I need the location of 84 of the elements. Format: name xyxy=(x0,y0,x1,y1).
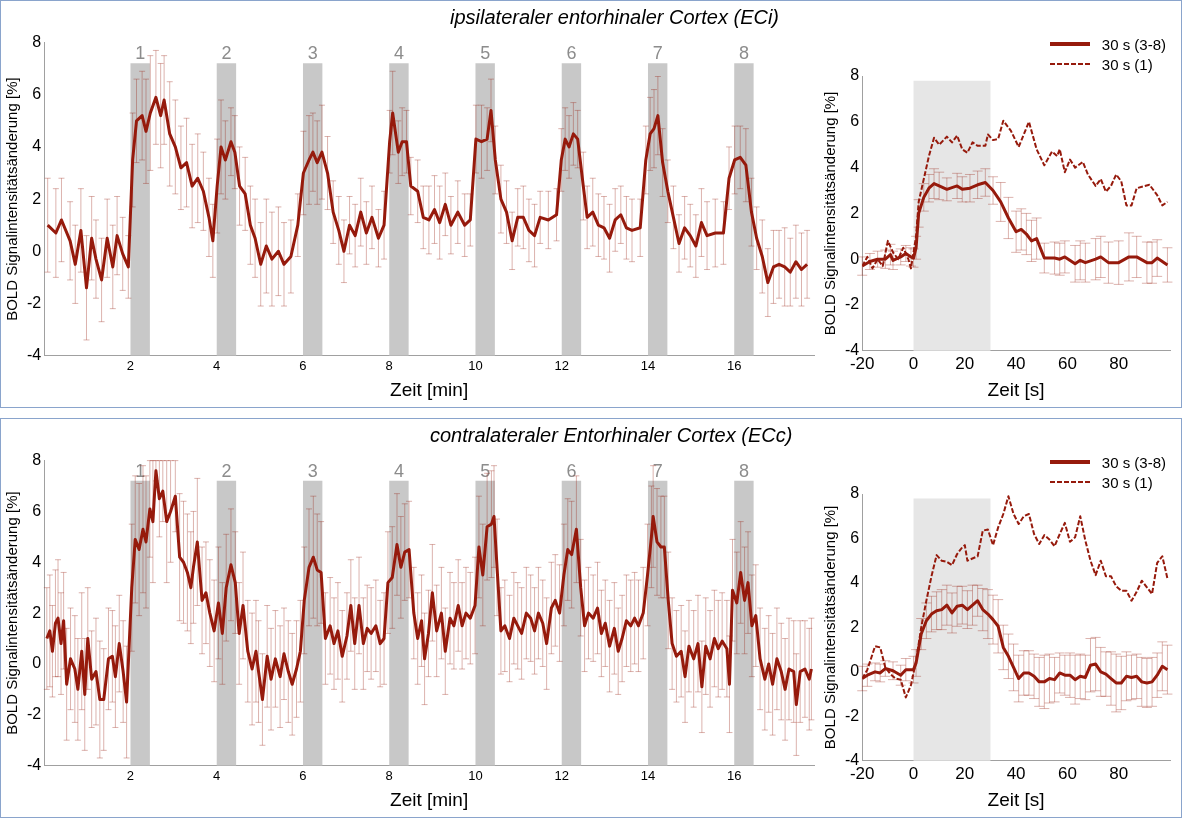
band-label: 3 xyxy=(307,43,318,64)
x-tick-label: 14 xyxy=(640,767,656,783)
y-tick-label: 6 xyxy=(32,501,42,519)
y-tick-label: -4 xyxy=(26,756,42,774)
legend-label: 30 s (3-8) xyxy=(1101,453,1166,471)
x-tick-label: 60 xyxy=(1057,763,1077,783)
x-tick-label: 2 xyxy=(126,357,135,373)
x-tick-label: 80 xyxy=(1109,763,1129,783)
y-tick-label: -2 xyxy=(26,293,42,311)
x-tick-label: -20 xyxy=(849,763,875,783)
y-tick-label: 0 xyxy=(850,249,860,267)
x-tick-label: 12 xyxy=(554,767,569,783)
y-tick-label: 0 xyxy=(32,654,42,672)
band-label: 3 xyxy=(307,460,318,481)
y-tick-label: 6 xyxy=(32,85,42,103)
x-tick-label: 16 xyxy=(726,767,742,783)
y-tick-label: 2 xyxy=(850,203,860,221)
y-tick-label: 6 xyxy=(850,112,860,130)
band-label: 2 xyxy=(221,43,232,64)
y-tick-label: -2 xyxy=(26,705,42,723)
x-tick-label: 6 xyxy=(299,357,307,373)
y-tick-label: 8 xyxy=(32,451,42,469)
x-axis-title: Zeit [s] xyxy=(987,378,1045,400)
y-tick-label: 4 xyxy=(32,137,42,155)
x-tick-label: 4 xyxy=(213,357,221,373)
band-label: 8 xyxy=(738,460,749,481)
x-axis-title: Zeit [min] xyxy=(390,378,469,400)
x-axis-title: Zeit [s] xyxy=(987,788,1045,810)
band-label: 8 xyxy=(738,43,749,64)
x-tick-label: 20 xyxy=(955,353,975,373)
band-label: 1 xyxy=(135,43,146,64)
y-tick-label: 4 xyxy=(850,158,860,176)
band-label: 1 xyxy=(135,460,146,481)
y-tick-label: 8 xyxy=(32,33,42,51)
y-tick-label: 2 xyxy=(32,603,42,621)
x-axis-title: Zeit [min] xyxy=(390,788,469,810)
y-tick-label: 6 xyxy=(850,528,860,546)
x-tick-label: 16 xyxy=(726,357,742,373)
x-tick-label: 10 xyxy=(468,357,483,373)
chart-title: contralateraler Entorhinaler Cortex (ECc) xyxy=(430,424,793,447)
legend-label: 30 s (1) xyxy=(1101,473,1153,491)
legend-label: 30 s (1) xyxy=(1101,55,1153,73)
x-tick-label: 0 xyxy=(908,763,919,783)
y-tick-label: 0 xyxy=(32,241,42,259)
x-tick-label: 14 xyxy=(640,357,656,373)
x-tick-label: 12 xyxy=(554,357,569,373)
band-label: 7 xyxy=(652,460,663,481)
x-tick-label: 6 xyxy=(299,767,307,783)
y-tick-label: 8 xyxy=(850,66,860,84)
band-label: 6 xyxy=(566,43,577,64)
y-tick-label: 8 xyxy=(850,484,860,502)
y-tick-label: -2 xyxy=(844,706,860,724)
y-tick-label: 2 xyxy=(850,617,860,635)
y-tick-label: -2 xyxy=(844,295,860,313)
y-tick-label: 2 xyxy=(32,189,42,207)
x-tick-label: -20 xyxy=(849,353,875,373)
band-label: 6 xyxy=(566,460,577,481)
x-tick-label: 10 xyxy=(468,767,483,783)
x-tick-label: 4 xyxy=(213,767,221,783)
x-tick-label: 40 xyxy=(1006,763,1026,783)
chart-title: ipsilateraler entorhinaler Cortex (ECi) xyxy=(450,6,780,29)
y-tick-label: 0 xyxy=(850,662,860,680)
x-tick-label: 8 xyxy=(385,357,393,373)
y-tick-label: 4 xyxy=(32,552,42,570)
y-axis-title: BOLD Signalintensitätsänderung [%] xyxy=(821,91,839,336)
x-tick-label: 60 xyxy=(1057,353,1077,373)
y-tick-label: -4 xyxy=(26,346,42,364)
band-label: 4 xyxy=(393,43,404,64)
x-tick-label: 40 xyxy=(1006,353,1026,373)
x-tick-label: 0 xyxy=(908,353,919,373)
x-tick-label: 80 xyxy=(1109,353,1129,373)
x-tick-label: 2 xyxy=(126,767,135,783)
band-label: 5 xyxy=(480,43,491,64)
x-tick-label: 20 xyxy=(955,763,975,783)
y-tick-label: 4 xyxy=(850,573,860,591)
band-label: 5 xyxy=(480,460,491,481)
band-label: 2 xyxy=(221,460,232,481)
x-tick-label: 8 xyxy=(385,767,393,783)
band-label: 7 xyxy=(652,43,663,64)
band-label: 4 xyxy=(393,460,404,481)
legend-label: 30 s (3-8) xyxy=(1101,35,1166,53)
y-axis-title: BOLD Signalintensitätsänderung [%] xyxy=(3,77,21,321)
y-axis-title: BOLD Signalintensitätsänderung [%] xyxy=(821,505,839,750)
y-axis-title: BOLD Signalintensitätsänderung [%] xyxy=(3,491,21,735)
